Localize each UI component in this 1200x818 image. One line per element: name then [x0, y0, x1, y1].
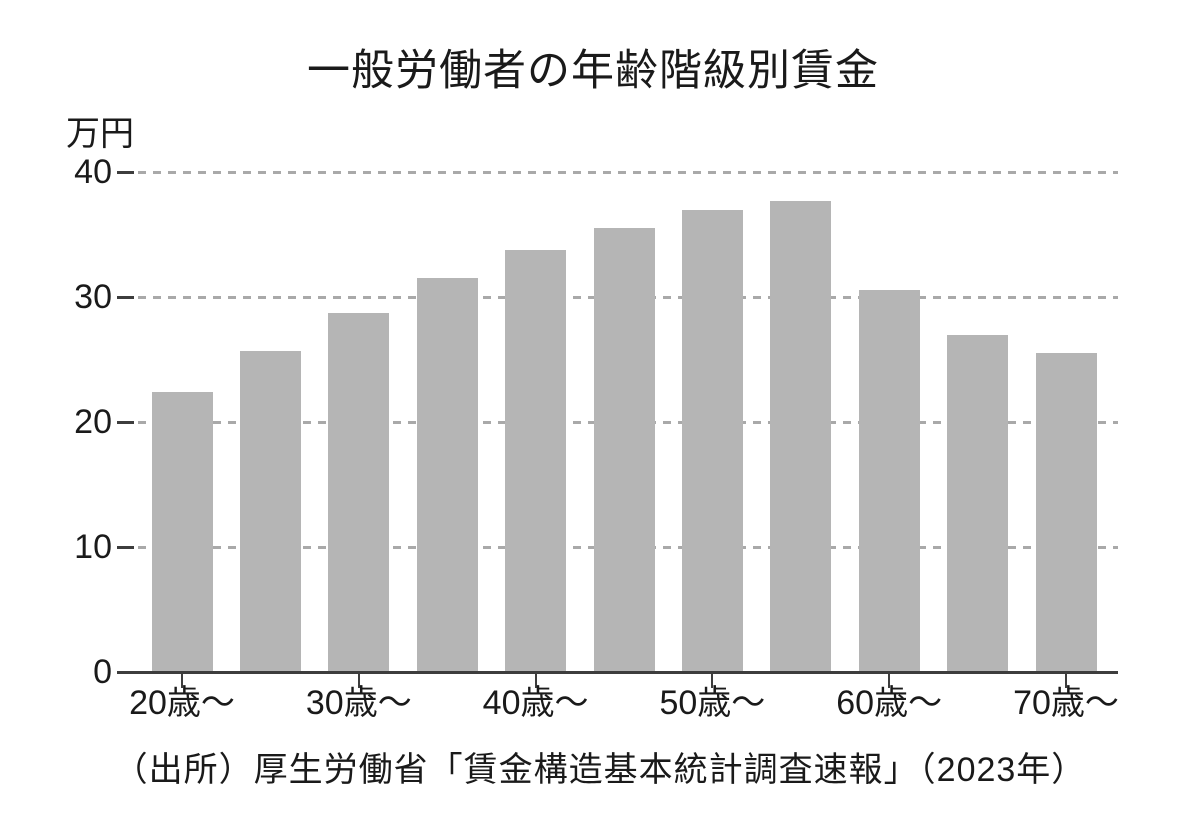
bar: [593, 228, 655, 672]
bar: [947, 334, 1009, 672]
y-tick-label: 30: [74, 278, 112, 316]
x-tick-mark: [1065, 673, 1067, 688]
x-tick-mark: [711, 673, 714, 688]
bar: [681, 209, 743, 672]
y-axis-unit-label: 万円: [66, 115, 134, 153]
y-tick-label: 20: [74, 403, 112, 441]
grid-line: [138, 171, 1118, 174]
chart-title: 一般労働者の年齢階級別賃金: [307, 47, 879, 95]
x-tick-label: 50歳〜: [659, 684, 766, 722]
bar: [858, 289, 920, 672]
bar: [151, 392, 213, 672]
y-tick-mark: [117, 296, 134, 299]
x-tick-mark: [888, 673, 891, 688]
y-tick-label: 0: [93, 653, 112, 691]
x-tick-label: 40歳〜: [482, 684, 589, 722]
x-tick-mark: [534, 673, 537, 688]
x-tick-label: 30歳〜: [305, 684, 412, 722]
x-tick-mark: [357, 673, 360, 688]
bar: [505, 249, 567, 672]
bar: [328, 313, 390, 672]
y-tick-mark: [117, 421, 134, 424]
y-tick-mark: [117, 546, 134, 549]
bar: [416, 278, 478, 672]
x-tick-mark: [181, 673, 183, 688]
x-tick-label: 70歳〜: [1013, 684, 1119, 722]
y-tick-label: 10: [74, 528, 112, 566]
bar: [770, 200, 832, 672]
y-tick-label: 40: [74, 153, 112, 191]
x-axis-line: [117, 671, 1118, 674]
bar: [239, 350, 301, 672]
x-tick-label: 60歳〜: [836, 684, 943, 722]
y-tick-mark: [117, 171, 134, 174]
source-caption: （出所）厚生労働省「賃金構造基本統計調査速報」（2023年）: [113, 751, 1087, 789]
x-tick-label: 20歳〜: [129, 684, 235, 722]
bar: [1035, 353, 1097, 672]
